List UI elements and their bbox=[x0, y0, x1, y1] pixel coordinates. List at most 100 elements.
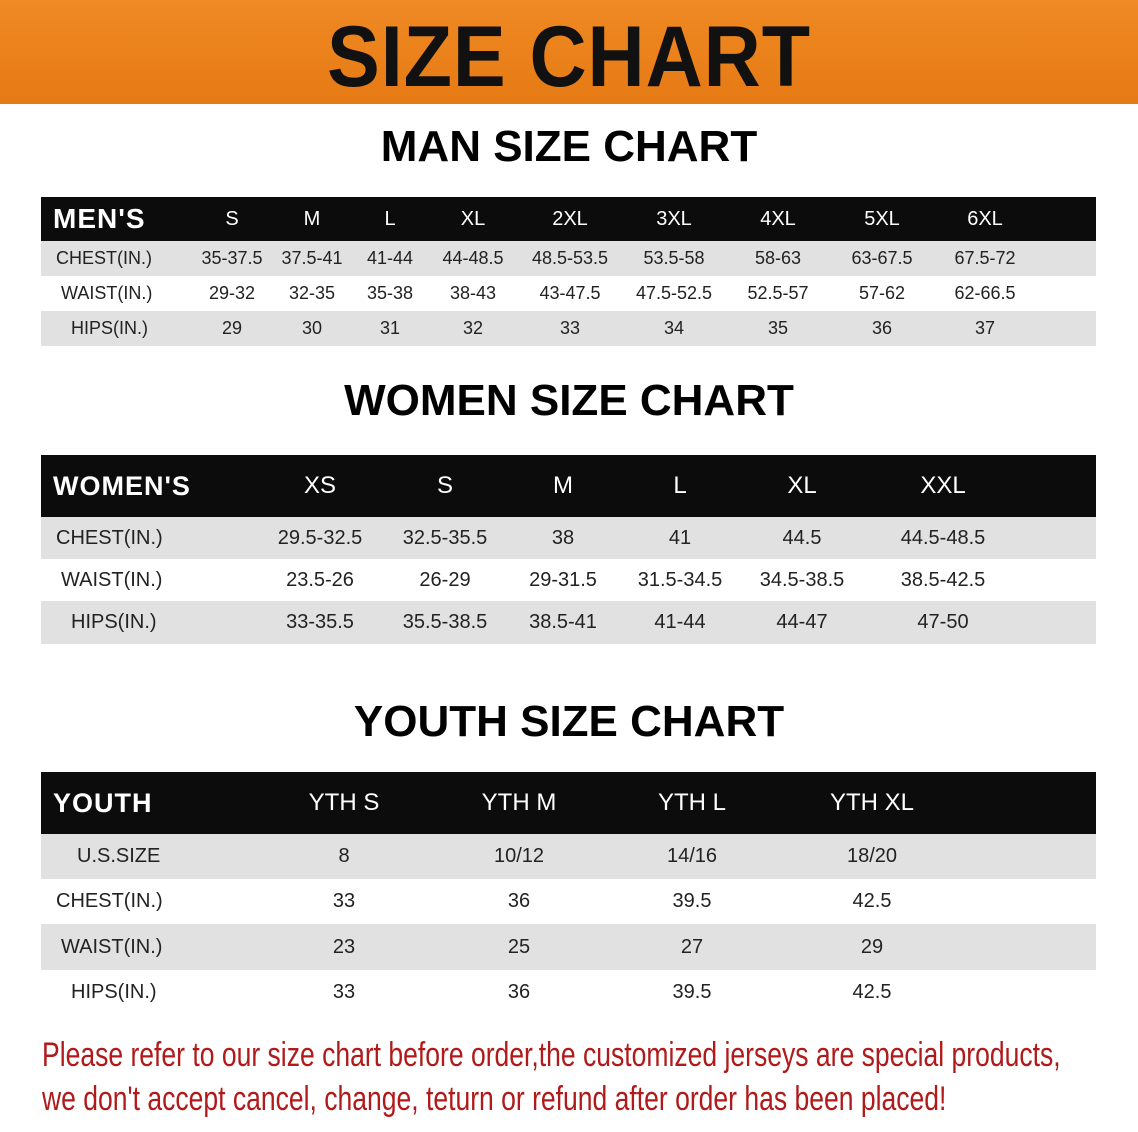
table-row: CHEST(IN.) 33 36 39.5 42.5 bbox=[41, 879, 1096, 924]
table-row: WAIST(IN.) 29-32 32-35 35-38 38-43 43-47.5 47.… bbox=[41, 276, 1096, 311]
size-column-header: M bbox=[553, 472, 573, 499]
table-cell: 62-66.5 bbox=[954, 283, 1016, 303]
table-cell: 35 bbox=[767, 318, 789, 338]
table-cell: 42.5 bbox=[852, 890, 892, 912]
table-cell: 36 bbox=[507, 981, 531, 1003]
table-cell: 35-38 bbox=[366, 283, 414, 303]
table-cell: 37 bbox=[974, 318, 996, 338]
table-cell: 39.5 bbox=[672, 890, 712, 912]
youth-section-title: YOUTH SIZE CHART bbox=[353, 697, 785, 746]
table-cell: 34 bbox=[663, 318, 685, 338]
table-cell: 43-47.5 bbox=[539, 283, 601, 303]
table-cell: 35-37.5 bbox=[201, 248, 263, 268]
table-row: U.S.SIZE 8 10/12 14/16 18/20 bbox=[41, 834, 1096, 879]
table-cell: 33-35.5 bbox=[286, 611, 354, 633]
size-column-header: 5XL bbox=[864, 207, 900, 230]
size-column-header: S bbox=[436, 472, 454, 499]
size-column-header: XL bbox=[460, 207, 486, 230]
size-column-header: YTH XL bbox=[829, 789, 915, 816]
table-cell: 14/16 bbox=[666, 845, 718, 867]
table-cell: 36 bbox=[507, 890, 531, 912]
table-cell: 32.5-35.5 bbox=[402, 526, 488, 549]
measurement-label: WAIST(IN.) bbox=[61, 568, 163, 591]
table-row: WAIST(IN.) 23.5-26 26-29 29-31.5 31.5-34.5 34… bbox=[41, 559, 1096, 601]
men-size-table: MEN'S S M L XL 2XL 3XL 4XL 5XL 6XL CHEST(IN.) 35-37… bbox=[41, 197, 1096, 346]
table-cell: 47.5-52.5 bbox=[635, 283, 713, 303]
table-cell: 26-29 bbox=[419, 568, 471, 591]
measurement-label: HIPS(IN.) bbox=[71, 981, 157, 1003]
size-column-header: XS bbox=[303, 472, 337, 499]
size-column-header: YTH L bbox=[657, 789, 727, 816]
measurement-label: HIPS(IN.) bbox=[71, 611, 157, 633]
measurement-label: HIPS(IN.) bbox=[71, 318, 149, 338]
table-cell: 44.5 bbox=[782, 526, 822, 549]
table-cell: 32 bbox=[462, 318, 484, 338]
women-size-table: WOMEN'S XS S M L XL XXL CHEST(IN.) 29.5-32.5 32.5… bbox=[41, 455, 1096, 644]
table-cell: 52.5-57 bbox=[747, 283, 809, 303]
table-cell: 29 bbox=[221, 318, 243, 338]
table-header-row: YOUTH YTH S YTH M YTH L YTH XL bbox=[41, 772, 1096, 834]
table-cell: 37.5-41 bbox=[281, 248, 343, 268]
table-cell: 34.5-38.5 bbox=[759, 568, 845, 591]
size-column-header: L bbox=[384, 207, 396, 230]
table-cell: 23 bbox=[332, 935, 356, 958]
table-category-label: YOUTH bbox=[53, 787, 153, 818]
table-row: CHEST(IN.) 35-37.5 37.5-41 41-44 44-48.5 48.5… bbox=[41, 241, 1096, 276]
table-cell: 44-48.5 bbox=[442, 248, 504, 268]
table-cell: 63-67.5 bbox=[851, 248, 913, 268]
size-column-header: YTH S bbox=[308, 789, 380, 816]
table-cell: 29 bbox=[860, 935, 884, 958]
size-column-header: M bbox=[303, 207, 321, 230]
order-notice-line-1: Please refer to our size chart before or… bbox=[42, 1036, 1061, 1074]
table-cell: 33 bbox=[332, 981, 356, 1003]
table-cell: 29-31.5 bbox=[529, 568, 597, 591]
table-cell: 58-63 bbox=[754, 248, 802, 268]
table-cell: 57-62 bbox=[858, 283, 906, 303]
table-category-label: MEN'S bbox=[53, 203, 146, 234]
table-cell: 31 bbox=[379, 318, 401, 338]
table-cell: 42.5 bbox=[852, 981, 892, 1003]
table-row: HIPS(IN.) 29 30 31 32 33 34 35 36 37 bbox=[41, 311, 1096, 346]
size-column-header: 4XL bbox=[760, 207, 796, 230]
table-row: WAIST(IN.) 23 25 27 29 bbox=[41, 924, 1096, 970]
table-cell: 18/20 bbox=[846, 845, 898, 867]
measurement-label: CHEST(IN.) bbox=[56, 890, 163, 912]
table-cell: 27 bbox=[680, 935, 704, 958]
table-cell: 23.5-26 bbox=[286, 568, 354, 591]
table-cell: 10/12 bbox=[493, 845, 545, 867]
order-notice-line-2: we don't accept cancel, change, teturn o… bbox=[42, 1080, 947, 1118]
table-cell: 67.5-72 bbox=[954, 248, 1016, 268]
table-header-row: MEN'S S M L XL 2XL 3XL 4XL 5XL 6XL bbox=[41, 197, 1096, 241]
table-cell: 53.5-58 bbox=[643, 248, 705, 268]
table-cell: 39.5 bbox=[672, 981, 712, 1003]
table-cell: 35.5-38.5 bbox=[402, 611, 488, 633]
table-cell: 31.5-34.5 bbox=[637, 568, 723, 591]
table-cell: 25 bbox=[507, 935, 531, 958]
measurement-label: WAIST(IN.) bbox=[61, 283, 153, 303]
measurement-label: U.S.SIZE bbox=[77, 845, 161, 867]
table-cell: 38.5-41 bbox=[529, 611, 597, 633]
size-column-header: 6XL bbox=[967, 207, 1003, 230]
measurement-label: CHEST(IN.) bbox=[56, 526, 163, 549]
women-section-title: WOMEN SIZE CHART bbox=[344, 376, 794, 425]
table-category-label: WOMEN'S bbox=[53, 470, 191, 501]
table-cell: 29-32 bbox=[208, 283, 256, 303]
size-column-header: XL bbox=[787, 472, 817, 499]
size-column-header: L bbox=[673, 472, 687, 499]
table-cell: 38.5-42.5 bbox=[900, 568, 986, 591]
title-banner: SIZE CHART bbox=[0, 0, 1138, 105]
table-row: HIPS(IN.) 33-35.5 35.5-38.5 38.5-41 41-44 44-… bbox=[41, 601, 1096, 644]
table-cell: 8 bbox=[338, 845, 350, 867]
men-section-title: MAN SIZE CHART bbox=[380, 122, 758, 171]
size-column-header: 2XL bbox=[552, 207, 588, 230]
measurement-label: CHEST(IN.) bbox=[56, 248, 152, 268]
size-column-header: 3XL bbox=[656, 207, 692, 230]
table-cell: 38-43 bbox=[449, 283, 497, 303]
banner-title: SIZE CHART bbox=[327, 9, 811, 105]
table-cell: 38 bbox=[551, 526, 575, 549]
size-column-header: YTH M bbox=[481, 789, 557, 816]
table-cell: 41-44 bbox=[366, 248, 414, 268]
table-row: HIPS(IN.) 33 36 39.5 42.5 bbox=[41, 970, 1096, 1015]
table-cell: 30 bbox=[301, 318, 323, 338]
table-cell: 48.5-53.5 bbox=[531, 248, 609, 268]
